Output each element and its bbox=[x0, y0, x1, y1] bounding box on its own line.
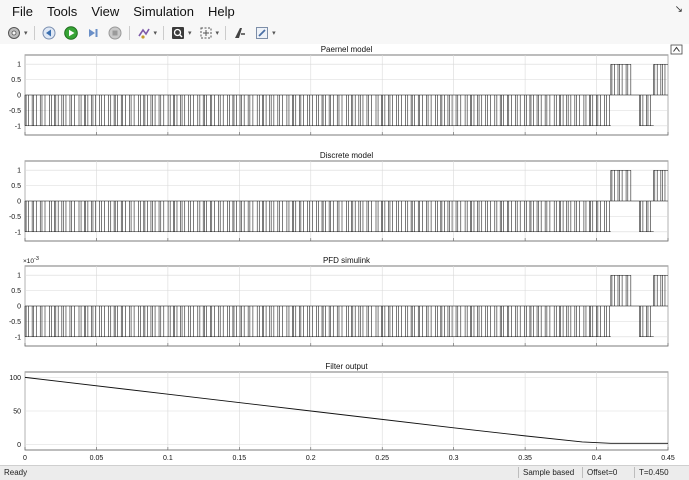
y-tick-label: 1 bbox=[17, 62, 21, 69]
x-tick-label: 0.35 bbox=[518, 455, 532, 462]
x-tick-label: 0.3 bbox=[449, 455, 459, 462]
toolbar-divider bbox=[128, 26, 130, 40]
stop-icon[interactable] bbox=[107, 25, 123, 41]
status-bar: Ready Sample based Offset=0 T=0.450 bbox=[0, 465, 689, 480]
y-tick-label: -1 bbox=[15, 123, 21, 130]
undock-icon[interactable]: ↘ bbox=[674, 4, 683, 15]
x-tick-label: 0.1 bbox=[163, 455, 173, 462]
x-tick-label: 0.4 bbox=[592, 455, 602, 462]
x-tick-label: 0.45 bbox=[661, 455, 675, 462]
edit-icon[interactable] bbox=[254, 25, 270, 41]
y-tick-label: -0.5 bbox=[9, 319, 21, 326]
step-forward-icon[interactable] bbox=[85, 25, 101, 41]
y-tick-label: 0 bbox=[17, 304, 21, 311]
panel-title: Filter output bbox=[325, 362, 368, 371]
y-tick-label: -1 bbox=[15, 334, 21, 341]
chevron-down-icon[interactable]: ▾ bbox=[215, 30, 220, 37]
y-tick-label: 50 bbox=[13, 409, 21, 416]
status-mode: Sample based bbox=[518, 467, 585, 478]
x-tick-label: 0 bbox=[23, 455, 27, 462]
menu-file[interactable]: File bbox=[12, 3, 33, 19]
exponent-label: ×10-3 bbox=[23, 256, 39, 265]
fit-icon[interactable] bbox=[198, 25, 214, 41]
expand-legend-button[interactable] bbox=[670, 44, 683, 55]
toolbar-divider bbox=[33, 26, 35, 40]
toolbar-divider bbox=[225, 26, 227, 40]
scope-plot-area: 1 0.5 0 -0.5 -1 Paernel model 1 0.5 0 -0.5 -1 Discr… bbox=[0, 44, 689, 465]
highlight-icon[interactable] bbox=[136, 25, 152, 41]
scope-panel: 1 0.5 0 -0.5 -1 Discrete model bbox=[9, 151, 669, 242]
toolbar-divider bbox=[163, 26, 165, 40]
status-time: T=0.450 bbox=[634, 467, 689, 478]
x-tick-label: 0.15 bbox=[233, 455, 247, 462]
y-tick-label: -0.5 bbox=[9, 214, 21, 221]
toolbar: ▾ ▾ ▾ ▾ ▾ bbox=[0, 22, 689, 45]
y-tick-label: 0 bbox=[17, 93, 21, 100]
x-tick-label: 0.2 bbox=[306, 455, 316, 462]
y-tick-label: -0.5 bbox=[9, 108, 21, 115]
menu-view[interactable]: View bbox=[91, 3, 120, 19]
zoom-icon[interactable] bbox=[170, 25, 186, 41]
y-tick-label: 1 bbox=[17, 273, 21, 280]
x-tick-label: 0.05 bbox=[90, 455, 104, 462]
menu-tools[interactable]: Tools bbox=[46, 3, 78, 19]
menu-help[interactable]: Help bbox=[207, 3, 235, 19]
scope-panel: 1 0.5 0 -0.5 -1 PFD simulink ×10-3 bbox=[9, 256, 669, 347]
panel-title: Discrete model bbox=[320, 151, 374, 160]
panel-title: PFD simulink bbox=[323, 256, 371, 265]
chevron-down-icon[interactable]: ▾ bbox=[153, 30, 158, 37]
chevron-down-icon[interactable]: ▾ bbox=[272, 30, 276, 37]
gear-icon[interactable] bbox=[6, 25, 22, 41]
menu-simulation[interactable]: Simulation bbox=[133, 3, 194, 19]
scope-panel: 1 0.5 0 -0.5 -1 Paernel model bbox=[9, 45, 669, 136]
y-tick-label: -1 bbox=[15, 229, 21, 236]
signal-trace bbox=[24, 274, 668, 338]
signal-trace bbox=[24, 63, 668, 127]
exponent-value: -3 bbox=[34, 256, 39, 262]
y-tick-label: 0 bbox=[17, 442, 21, 449]
scope-panel: 100 50 0 Filter output 0 0.05 0.1 0.15 0.2 0.25 0.… bbox=[9, 362, 675, 462]
x-tick-label: 0.25 bbox=[375, 455, 389, 462]
run-icon[interactable] bbox=[63, 25, 79, 41]
chevron-down-icon[interactable]: ▾ bbox=[24, 30, 28, 37]
status-offset: Offset=0 bbox=[582, 467, 637, 478]
step-back-icon[interactable] bbox=[41, 25, 57, 41]
panel-title: Paernel model bbox=[321, 45, 373, 54]
y-tick-label: 1 bbox=[17, 168, 21, 175]
status-ready-text: Ready bbox=[4, 468, 28, 477]
signal-trace bbox=[24, 169, 668, 233]
y-tick-label: 0.5 bbox=[11, 183, 21, 190]
y-tick-label: 0.5 bbox=[11, 288, 21, 295]
y-tick-label: 0 bbox=[17, 199, 21, 206]
y-tick-label: 0.5 bbox=[11, 77, 21, 84]
chevron-down-icon[interactable]: ▾ bbox=[188, 30, 192, 37]
menu-bar: File Tools View Simulation Help ↘ bbox=[0, 0, 689, 22]
scope-axes-container: 1 0.5 0 -0.5 -1 Paernel model 1 0.5 0 -0.5 -1 Discr… bbox=[9, 44, 683, 462]
y-tick-label: 100 bbox=[9, 375, 21, 382]
filter-output-trace bbox=[24, 376, 668, 444]
style-icon[interactable] bbox=[232, 25, 248, 41]
